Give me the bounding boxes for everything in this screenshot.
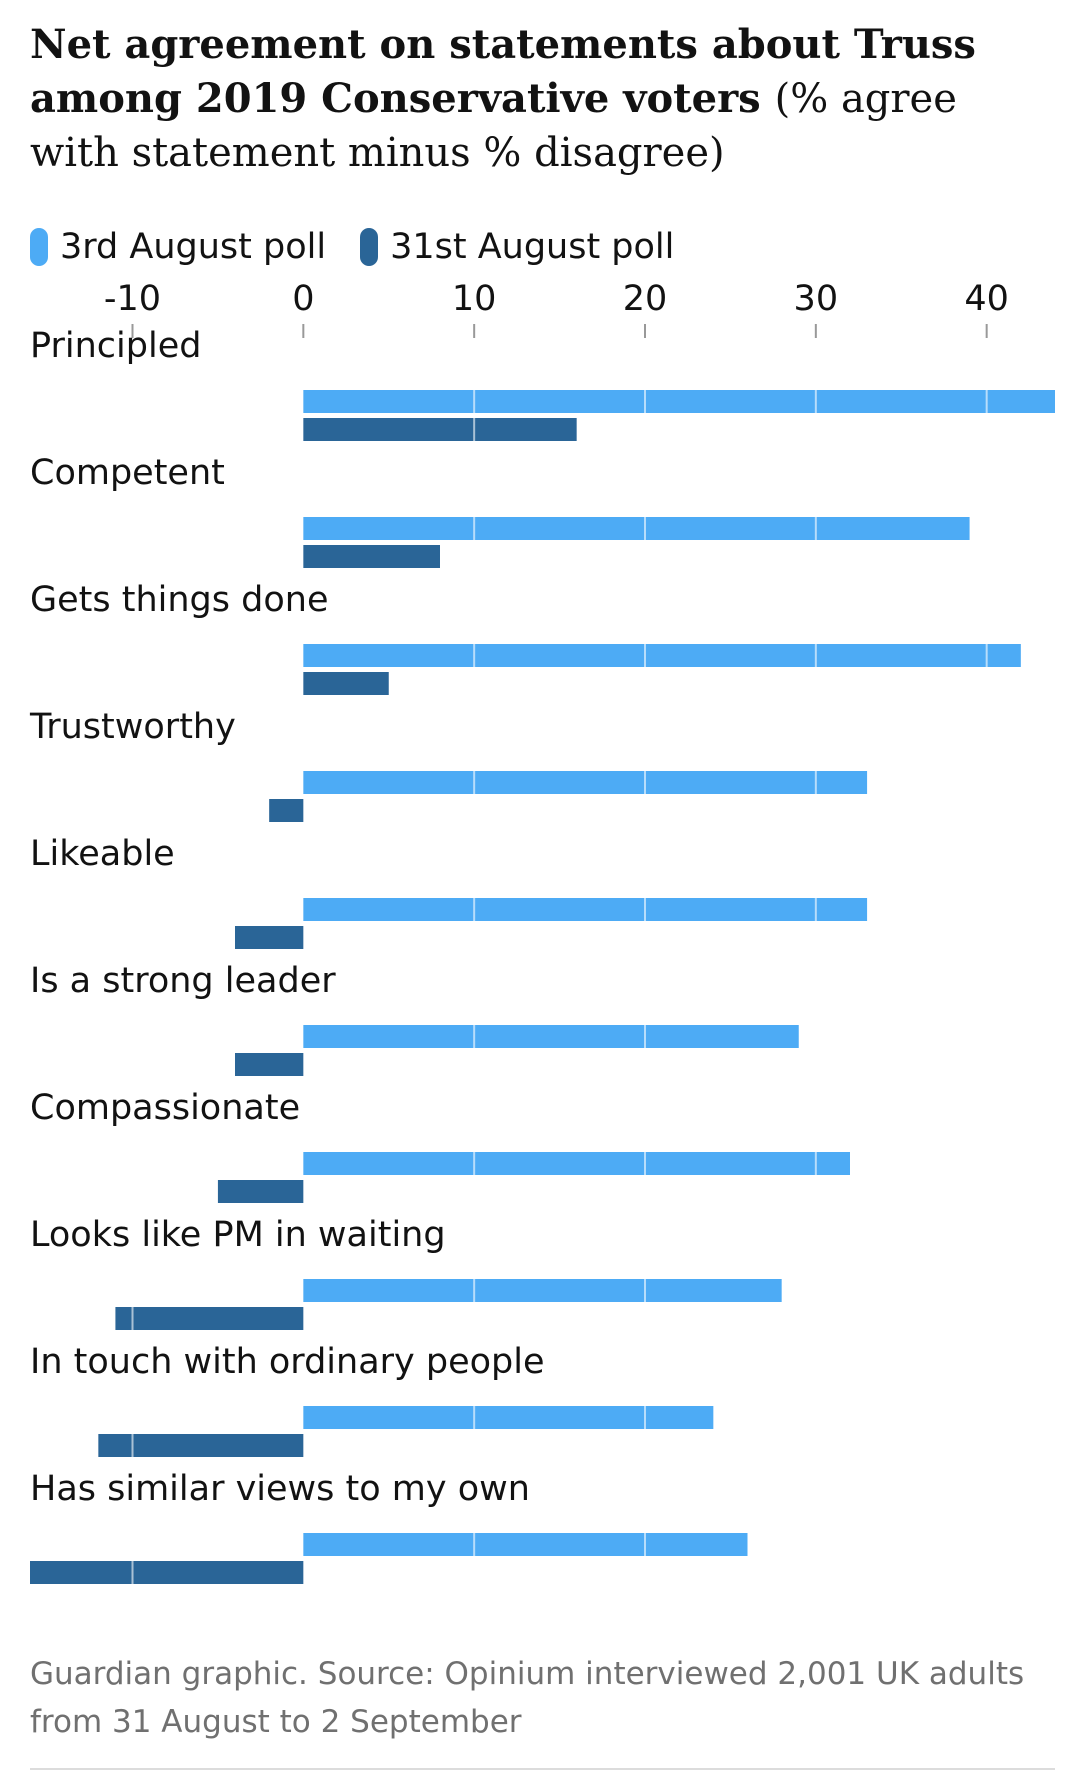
chart-title-bold: Net agreement on statements about Truss … — [30, 21, 976, 122]
source-footer: Guardian graphic. Source: Opinium interv… — [30, 1656, 1025, 1740]
bar — [303, 390, 1055, 413]
legend-swatch-31st-august — [360, 228, 379, 266]
legend-label-31st-august: 31st August poll — [390, 227, 675, 267]
category-label: Compassionate — [30, 1088, 300, 1128]
bar — [115, 1307, 304, 1330]
category-label: In touch with ordinary people — [30, 1342, 545, 1382]
chart-title-subtitle: (% agree with statement minus % disagree… — [30, 76, 957, 176]
bar — [303, 644, 1021, 667]
bar — [235, 1053, 304, 1076]
bar — [303, 418, 577, 441]
bar — [235, 926, 304, 949]
bar — [303, 898, 868, 921]
bar — [303, 1152, 850, 1175]
x-tick-label: 30 — [794, 280, 839, 319]
category-label: Has similar views to my own — [30, 1469, 530, 1509]
x-tick-label: 40 — [964, 280, 1009, 319]
legend-item-3rd-august: 3rd August poll — [30, 227, 326, 267]
bar — [303, 771, 868, 794]
category-label: Trustworthy — [29, 707, 236, 747]
legend-item-31st-august: 31st August poll — [360, 227, 674, 267]
bar — [98, 1434, 304, 1457]
footer-divider — [30, 1768, 1055, 1770]
bar — [303, 1406, 714, 1429]
category-label: Looks like PM in waiting — [30, 1215, 446, 1255]
legend-swatch-3rd-august — [30, 228, 48, 266]
x-tick-label: -10 — [104, 280, 161, 319]
category-label: Is a strong leader — [30, 961, 336, 1001]
chart-legend: 3rd August poll 31st August poll — [30, 222, 708, 272]
x-tick-label: 20 — [623, 280, 668, 319]
bar — [269, 799, 304, 822]
x-tick-label: 10 — [452, 280, 497, 319]
category-label: Likeable — [30, 834, 175, 874]
category-label: Competent — [30, 453, 225, 493]
bar — [303, 1533, 748, 1556]
category-label: Principled — [30, 326, 201, 366]
bar — [30, 1561, 304, 1584]
bar — [217, 1180, 304, 1203]
bar — [303, 1025, 799, 1048]
legend-label-3rd-august: 3rd August poll — [60, 227, 327, 267]
bar — [303, 672, 389, 695]
chart-title: Net agreement on statements about Truss … — [30, 18, 1050, 180]
bar — [303, 1279, 782, 1302]
category-label: Gets things done — [30, 580, 328, 620]
x-tick-label: 0 — [292, 280, 314, 319]
bar — [303, 545, 440, 568]
bar — [303, 517, 970, 540]
bar-chart: -10 0 10 20 30 40 Principled Competent Gets thin… — [29, 280, 1055, 1584]
